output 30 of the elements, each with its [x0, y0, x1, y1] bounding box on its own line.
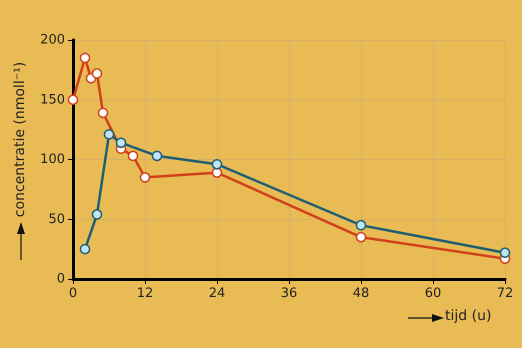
point	[356, 220, 366, 230]
y-tick-label: 0	[56, 272, 65, 286]
point	[152, 150, 162, 162]
point	[500, 247, 510, 258]
point	[92, 209, 102, 220]
x-tick-label: 36	[280, 286, 298, 301]
x-tick-label: 48	[352, 286, 370, 301]
x-tick-label: 12	[136, 286, 154, 301]
point	[68, 94, 78, 105]
y-tick-label: 200	[40, 32, 65, 48]
point	[128, 150, 138, 162]
point	[104, 129, 114, 140]
point	[356, 232, 366, 242]
y-tick-label: 150	[40, 92, 65, 108]
point	[116, 138, 126, 148]
point	[212, 159, 222, 170]
x-tick-label: 0	[68, 286, 78, 301]
x-tick-label: 24	[208, 286, 226, 301]
y-tick-label: 50	[48, 212, 65, 227]
point	[80, 244, 90, 254]
point	[80, 52, 90, 64]
x-tick-label: 72	[496, 286, 514, 301]
y-axis-title: concentratie (nmoll⁻¹)	[12, 62, 28, 218]
y-tick-label: 100	[40, 152, 65, 167]
point	[98, 108, 108, 118]
point	[140, 172, 150, 183]
x-axis-title: tijd (u)	[445, 308, 492, 324]
point	[212, 167, 222, 178]
x-tick-label: 60	[424, 286, 442, 301]
point	[92, 68, 102, 79]
